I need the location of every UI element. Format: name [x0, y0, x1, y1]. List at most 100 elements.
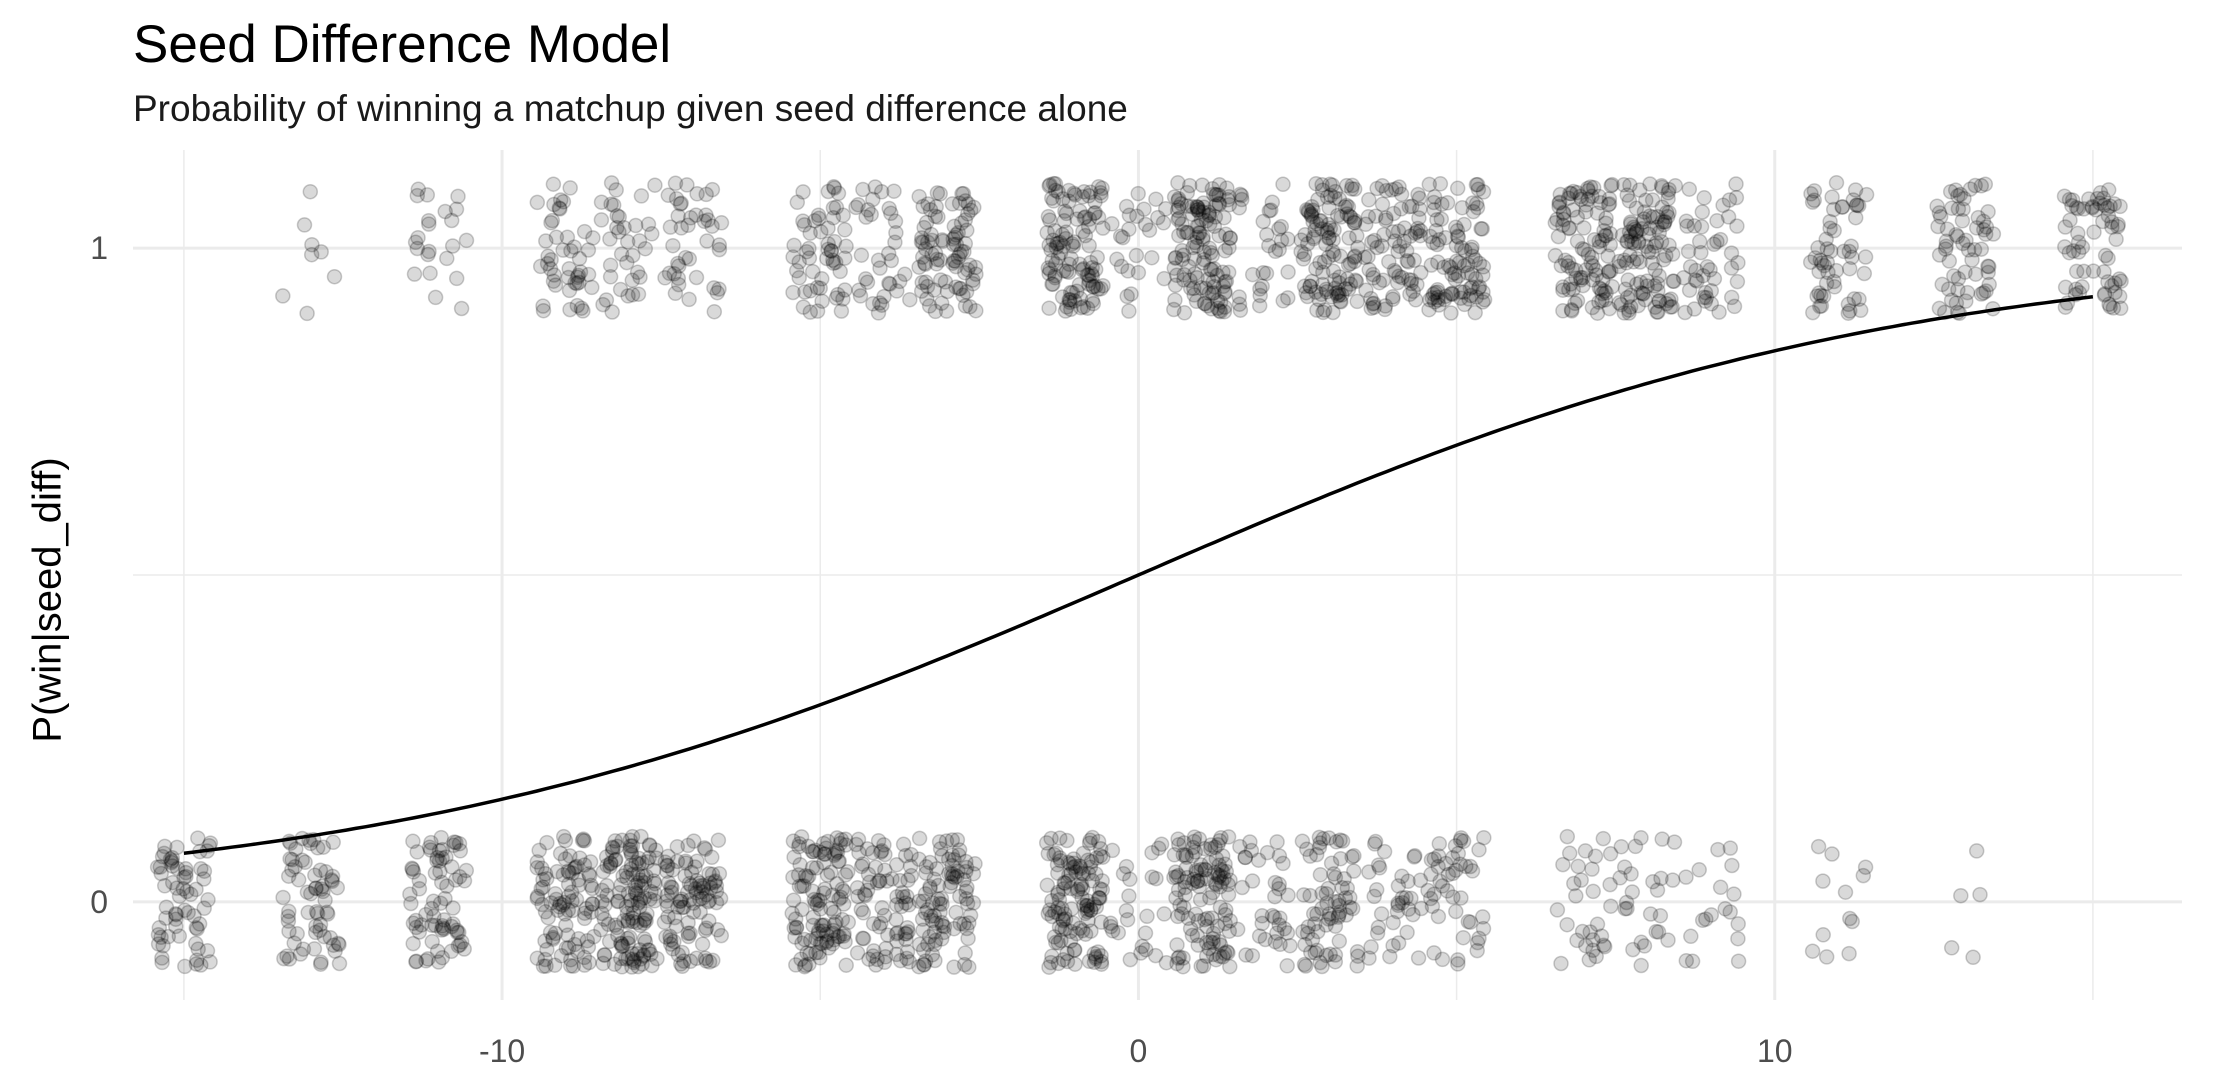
data-point-loss [1346, 863, 1362, 879]
data-point-win [529, 194, 546, 211]
data-point-win [1201, 204, 1217, 221]
data-point-loss [1088, 899, 1105, 915]
data-point-win [1062, 284, 1079, 301]
data-point-loss [897, 895, 914, 911]
data-point-win [1069, 283, 1085, 300]
data-point-loss [1075, 845, 1092, 862]
data-point-loss [534, 896, 550, 913]
data-point-loss [629, 914, 645, 931]
data-point-loss [1196, 840, 1213, 857]
data-point-win [1056, 213, 1073, 229]
data-point-loss [1214, 848, 1231, 864]
data-point-win [1170, 192, 1186, 209]
data-point-win [786, 237, 802, 254]
data-point-loss [797, 867, 814, 884]
data-point-loss [1320, 911, 1337, 927]
data-point-win [1721, 192, 1738, 208]
data-point-loss [446, 837, 462, 854]
data-point-win [1264, 194, 1281, 210]
data-point-loss [814, 917, 831, 934]
data-point-loss [794, 901, 810, 918]
data-point-loss [865, 844, 881, 861]
data-point-win [1327, 190, 1343, 206]
data-point-loss [1220, 876, 1236, 893]
data-point-loss [1824, 846, 1840, 862]
data-point-win [1346, 181, 1363, 197]
data-point-win [935, 233, 951, 249]
data-point-loss [1279, 925, 1296, 941]
data-point-loss [531, 842, 547, 859]
data-point-win [1199, 298, 1216, 314]
data-point-loss [669, 838, 686, 855]
data-point-loss [1079, 893, 1096, 909]
data-point-win [1348, 273, 1365, 290]
data-point-win [1203, 301, 1220, 317]
data-point-win [1061, 182, 1077, 199]
data-point-loss [888, 911, 904, 928]
data-point-win [627, 217, 644, 234]
data-point-loss [926, 908, 943, 924]
data-point-loss [623, 844, 639, 861]
data-point-win [927, 208, 944, 225]
data-point-loss [1079, 903, 1096, 920]
data-point-loss [327, 943, 343, 959]
data-point-win [1818, 231, 1834, 248]
data-point-loss [309, 905, 326, 922]
data-point-win [1222, 230, 1239, 246]
data-point-loss [1192, 891, 1209, 908]
data-point-loss [660, 875, 677, 891]
data-point-win [825, 252, 841, 268]
data-point-loss [1170, 831, 1186, 847]
data-point-win [2070, 200, 2086, 217]
data-point-win [1254, 278, 1270, 295]
data-point-loss [1573, 872, 1589, 888]
data-point-loss [564, 865, 581, 881]
data-point-loss [537, 904, 554, 920]
data-point-loss [695, 880, 712, 896]
data-point-loss [405, 915, 422, 932]
data-point-loss [160, 928, 177, 945]
data-point-loss [1426, 945, 1442, 961]
data-point-win [1087, 194, 1103, 210]
data-point-loss [636, 915, 652, 932]
data-point-win [1331, 191, 1348, 207]
data-point-win [882, 276, 898, 292]
data-point-loss [1207, 839, 1223, 856]
data-point-win [873, 184, 890, 200]
data-point-loss [926, 924, 943, 940]
data-point-win [1215, 278, 1232, 295]
data-point-win [1330, 288, 1346, 304]
data-point-win [713, 215, 730, 231]
data-point-win [1374, 177, 1391, 194]
data-point-win [620, 288, 636, 304]
data-point-win [1549, 211, 1565, 228]
data-point-win [1093, 280, 1109, 297]
data-point-win [945, 231, 961, 247]
data-point-win [535, 302, 552, 319]
data-point-loss [889, 888, 905, 905]
data-point-win [944, 196, 961, 212]
data-point-loss [1088, 866, 1104, 882]
data-point-win [1112, 228, 1129, 244]
data-point-loss [1603, 898, 1619, 914]
data-point-loss [537, 951, 553, 968]
data-point-win [602, 257, 619, 273]
data-point-win [945, 255, 961, 271]
data-point-loss [659, 863, 675, 879]
data-point-loss [452, 937, 468, 953]
data-point-loss [666, 933, 682, 950]
data-point-loss [433, 829, 449, 846]
data-point-win [670, 208, 686, 224]
data-point-loss [927, 952, 943, 969]
data-point-win [1258, 265, 1275, 282]
data-point-loss [854, 930, 871, 947]
data-point-loss [670, 947, 687, 963]
data-point-loss [1585, 883, 1601, 900]
data-point-loss [1275, 855, 1291, 872]
data-point-win [1047, 269, 1063, 286]
data-point-loss [1173, 906, 1190, 922]
data-point-win [1062, 294, 1078, 311]
data-point-loss [1332, 832, 1348, 848]
data-point-win [1308, 284, 1324, 300]
data-point-loss [668, 918, 685, 935]
